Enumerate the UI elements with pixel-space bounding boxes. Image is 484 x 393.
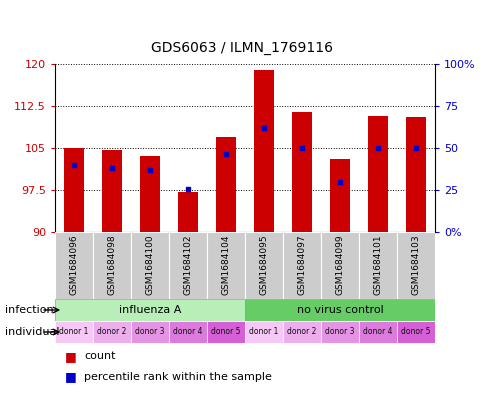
- Bar: [131, 232, 168, 299]
- Bar: [283, 321, 320, 343]
- Text: donor 4: donor 4: [173, 327, 202, 336]
- Bar: [168, 321, 207, 343]
- Text: GSM1684104: GSM1684104: [221, 234, 230, 294]
- Text: donor 5: donor 5: [400, 327, 430, 336]
- Text: donor 3: donor 3: [325, 327, 354, 336]
- Text: GSM1684097: GSM1684097: [297, 234, 306, 295]
- Bar: [93, 232, 131, 299]
- Text: GSM1684100: GSM1684100: [145, 234, 154, 295]
- Text: GSM1684103: GSM1684103: [410, 234, 420, 295]
- Text: GSM1684101: GSM1684101: [373, 234, 382, 295]
- Bar: [207, 321, 244, 343]
- Bar: [405, 117, 425, 232]
- Text: donor 1: donor 1: [249, 327, 278, 336]
- Text: donor 3: donor 3: [135, 327, 165, 336]
- Bar: [396, 232, 434, 299]
- Bar: [168, 232, 207, 299]
- Text: percentile rank within the sample: percentile rank within the sample: [84, 372, 272, 382]
- Bar: [63, 148, 84, 232]
- Text: ■: ■: [64, 370, 76, 383]
- Bar: [55, 299, 244, 321]
- Bar: [253, 70, 274, 232]
- Bar: [320, 321, 358, 343]
- Text: influenza A: influenza A: [119, 305, 181, 315]
- Text: ■: ■: [64, 350, 76, 363]
- Bar: [358, 232, 396, 299]
- Bar: [291, 112, 312, 232]
- Bar: [177, 192, 198, 232]
- Bar: [101, 150, 122, 232]
- Bar: [207, 232, 244, 299]
- Text: GDS6063 / ILMN_1769116: GDS6063 / ILMN_1769116: [151, 41, 333, 55]
- Text: individual: individual: [5, 327, 59, 337]
- Text: no virus control: no virus control: [296, 305, 382, 315]
- Bar: [244, 232, 283, 299]
- Text: donor 2: donor 2: [97, 327, 126, 336]
- Bar: [55, 232, 93, 299]
- Text: infection: infection: [5, 305, 53, 315]
- Text: donor 1: donor 1: [59, 327, 89, 336]
- Bar: [244, 321, 283, 343]
- Bar: [131, 321, 168, 343]
- Bar: [329, 159, 350, 232]
- Bar: [93, 321, 131, 343]
- Bar: [139, 156, 160, 232]
- Text: GSM1684102: GSM1684102: [183, 234, 192, 294]
- Text: GSM1684096: GSM1684096: [69, 234, 78, 295]
- Text: donor 2: donor 2: [287, 327, 316, 336]
- Bar: [283, 232, 320, 299]
- Bar: [320, 232, 358, 299]
- Text: GSM1684095: GSM1684095: [259, 234, 268, 295]
- Bar: [215, 137, 236, 232]
- Text: GSM1684098: GSM1684098: [107, 234, 116, 295]
- Bar: [358, 321, 396, 343]
- Bar: [367, 116, 388, 232]
- Bar: [396, 321, 434, 343]
- Text: donor 4: donor 4: [363, 327, 392, 336]
- Text: donor 5: donor 5: [211, 327, 240, 336]
- Text: GSM1684099: GSM1684099: [335, 234, 344, 295]
- Bar: [244, 299, 434, 321]
- Bar: [55, 321, 93, 343]
- Text: count: count: [84, 351, 115, 362]
